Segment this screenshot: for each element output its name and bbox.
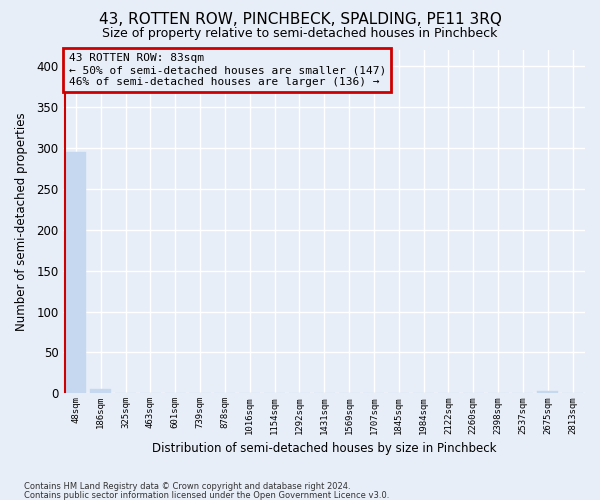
Text: Size of property relative to semi-detached houses in Pinchbeck: Size of property relative to semi-detach… bbox=[103, 28, 497, 40]
Bar bbox=[537, 391, 559, 394]
Text: 43, ROTTEN ROW, PINCHBECK, SPALDING, PE11 3RQ: 43, ROTTEN ROW, PINCHBECK, SPALDING, PE1… bbox=[98, 12, 502, 28]
Text: Contains HM Land Registry data © Crown copyright and database right 2024.: Contains HM Land Registry data © Crown c… bbox=[24, 482, 350, 491]
Text: 43 ROTTEN ROW: 83sqm
← 50% of semi-detached houses are smaller (147)
46% of semi: 43 ROTTEN ROW: 83sqm ← 50% of semi-detac… bbox=[68, 54, 386, 86]
X-axis label: Distribution of semi-detached houses by size in Pinchbeck: Distribution of semi-detached houses by … bbox=[152, 442, 496, 455]
Text: Contains public sector information licensed under the Open Government Licence v3: Contains public sector information licen… bbox=[24, 490, 389, 500]
Y-axis label: Number of semi-detached properties: Number of semi-detached properties bbox=[15, 112, 28, 331]
Bar bbox=[90, 389, 111, 394]
Bar bbox=[65, 152, 86, 394]
